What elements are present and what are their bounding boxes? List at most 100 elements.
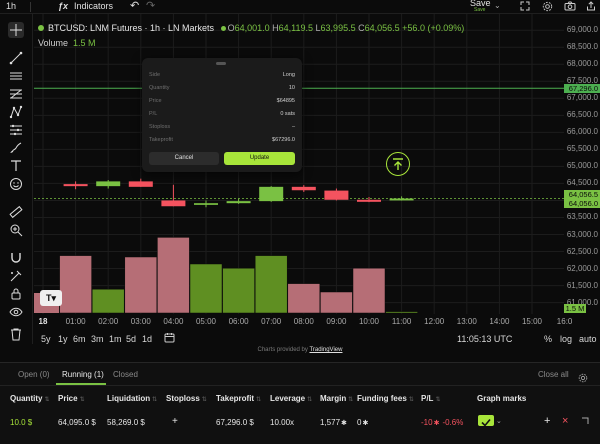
- save-button[interactable]: Save: [470, 0, 491, 8]
- add-to-position-button[interactable]: +: [544, 415, 551, 427]
- percent-toggle[interactable]: %: [544, 334, 553, 344]
- range-3m[interactable]: 3m: [91, 334, 104, 344]
- tab-open[interactable]: Open (0): [18, 370, 50, 379]
- fullscreen-icon[interactable]: [520, 0, 530, 14]
- eye-icon[interactable]: [8, 304, 24, 320]
- close-all-button[interactable]: Close all: [538, 370, 569, 379]
- volume-bar: [352, 267, 386, 314]
- volume-label[interactable]: Volume: [38, 38, 69, 48]
- col-takeprofit[interactable]: Takeprofit ⇅: [216, 394, 262, 403]
- chart-canvas[interactable]: [34, 14, 564, 314]
- price-chart[interactable]: BTCUSD: LNM Futures · 1h · LN Markets O6…: [34, 14, 564, 314]
- update-button[interactable]: Update: [224, 152, 295, 165]
- magnet-icon[interactable]: [8, 250, 24, 266]
- text-tool-icon[interactable]: [8, 158, 24, 174]
- stay-in-drawing-icon[interactable]: [8, 268, 24, 284]
- last-price-label: 64,056.5: [564, 190, 600, 200]
- range-5d[interactable]: 5d: [126, 334, 137, 344]
- order-edit-dialog: Side Long Quantity 10 Price $64895 P/L 0 sat…: [142, 58, 302, 172]
- price-tick-label: 63,000.0: [566, 229, 598, 239]
- col-graph-marks: Graph marks: [477, 394, 527, 403]
- graph-marks-dropdown-icon[interactable]: ⌄: [496, 418, 502, 425]
- row-margin-value: 1,577: [320, 418, 341, 427]
- range-5y[interactable]: 5y: [41, 334, 51, 344]
- pattern-icon[interactable]: [8, 104, 24, 120]
- time-axis[interactable]: 18 01:00 02:00 03:00 04:00 05:00 06:00 07:00 08:…: [34, 314, 600, 328]
- save-dropdown-icon[interactable]: ⌄: [494, 1, 501, 10]
- add-stoploss-button[interactable]: +: [172, 416, 178, 427]
- horizontal-lines-icon[interactable]: [8, 68, 24, 84]
- tradingview-link[interactable]: TradingView: [309, 347, 343, 353]
- settings-icon[interactable]: [542, 0, 553, 14]
- date-range-icon[interactable]: [164, 332, 175, 345]
- crosshair-icon[interactable]: [8, 22, 24, 38]
- price-tick-label: 66,500.0: [566, 110, 598, 120]
- volume-value: 1.5 M: [73, 38, 96, 48]
- price-label: Price: [149, 98, 162, 104]
- candle-body: [194, 203, 218, 205]
- close-position-button[interactable]: ×: [562, 415, 569, 427]
- row-takeprofit[interactable]: 67,296.0 $: [216, 418, 254, 427]
- col-funding-fees[interactable]: Funding fees ⇅: [357, 394, 414, 403]
- tab-running[interactable]: Running (1): [62, 370, 104, 379]
- scroll-to-position-button[interactable]: [386, 152, 410, 176]
- row-quantity: 10.0 $: [10, 418, 33, 427]
- dialog-row-pl: P/L 0 sats: [149, 110, 295, 118]
- trash-icon[interactable]: [8, 326, 24, 342]
- col-takeprofit-label: Takeprofit: [216, 394, 255, 403]
- camera-icon[interactable]: [564, 0, 576, 14]
- indicators-button[interactable]: Indicators: [74, 1, 114, 11]
- share-icon[interactable]: [586, 0, 596, 14]
- lock-icon[interactable]: [8, 286, 24, 302]
- drawing-tools-rail: [0, 14, 33, 344]
- col-liquidation[interactable]: Liquidation ⇅: [107, 394, 158, 403]
- price-axis[interactable]: 69,000.0 68,500.0 68,000.0 67,500.0 67,000.0…: [564, 14, 600, 314]
- volume-bar: [287, 283, 321, 314]
- cancel-button[interactable]: Cancel: [149, 152, 219, 165]
- col-pl[interactable]: P/L ⇅: [421, 394, 441, 403]
- takeprofit-value[interactable]: $67296.0: [272, 137, 295, 143]
- stoploss-value[interactable]: –: [291, 124, 295, 130]
- col-margin[interactable]: Margin ⇅: [320, 394, 354, 403]
- col-price[interactable]: Price ⇅: [58, 394, 85, 403]
- ruler-icon[interactable]: [8, 204, 24, 220]
- price-tick-label: 61,000.0: [566, 297, 598, 307]
- price-tick-label: 64,500.0: [566, 178, 598, 188]
- log-toggle[interactable]: log: [560, 334, 573, 344]
- graph-marks-checkbox[interactable]: [478, 415, 494, 427]
- volume-bar: [157, 237, 190, 314]
- volume-bar: [254, 255, 288, 314]
- range-1m[interactable]: 1m: [109, 334, 122, 344]
- forecasting-icon[interactable]: [8, 122, 24, 138]
- undo-icon[interactable]: ↶: [130, 0, 140, 12]
- symbol-title[interactable]: BTCUSD: LNM Futures · 1h · LN Markets: [48, 23, 215, 33]
- drag-handle[interactable]: [216, 62, 226, 65]
- time-tick-label: 15:00: [521, 317, 543, 326]
- auto-toggle[interactable]: auto: [579, 334, 597, 344]
- candle-body: [259, 186, 284, 202]
- price-tick-label: 67,500.0: [566, 76, 598, 86]
- fib-retracement-icon[interactable]: [8, 86, 24, 102]
- quantity-value[interactable]: 10: [288, 85, 295, 91]
- interval-selector[interactable]: 1h: [6, 1, 17, 11]
- col-stoploss[interactable]: Stoploss ⇅: [166, 394, 207, 403]
- indicators-icon[interactable]: ƒx: [58, 1, 69, 11]
- ohlc-legend: BTCUSD: LNM Futures · 1h · LN Markets O6…: [38, 23, 464, 33]
- panel-settings-icon[interactable]: [578, 370, 588, 388]
- col-leverage[interactable]: Leverage ⇅: [270, 394, 313, 403]
- row-more-icon[interactable]: [580, 416, 590, 428]
- trend-line-icon[interactable]: [8, 50, 24, 66]
- volume-bar: [222, 267, 255, 314]
- brush-icon[interactable]: [8, 140, 24, 156]
- col-quantity[interactable]: Quantity ⇅: [10, 394, 50, 403]
- zoom-in-icon[interactable]: [8, 222, 24, 238]
- tab-closed[interactable]: Closed: [113, 370, 138, 379]
- tradingview-logo[interactable]: T▾: [40, 290, 62, 306]
- range-6m[interactable]: 6m: [73, 334, 86, 344]
- redo-icon[interactable]: ↷: [146, 0, 156, 12]
- emoji-icon[interactable]: [8, 176, 24, 192]
- utc-clock[interactable]: 11:05:13 UTC: [457, 334, 513, 344]
- row-funding: 0✱: [357, 418, 368, 427]
- range-1d[interactable]: 1d: [142, 334, 153, 344]
- range-1y[interactable]: 1y: [58, 334, 68, 344]
